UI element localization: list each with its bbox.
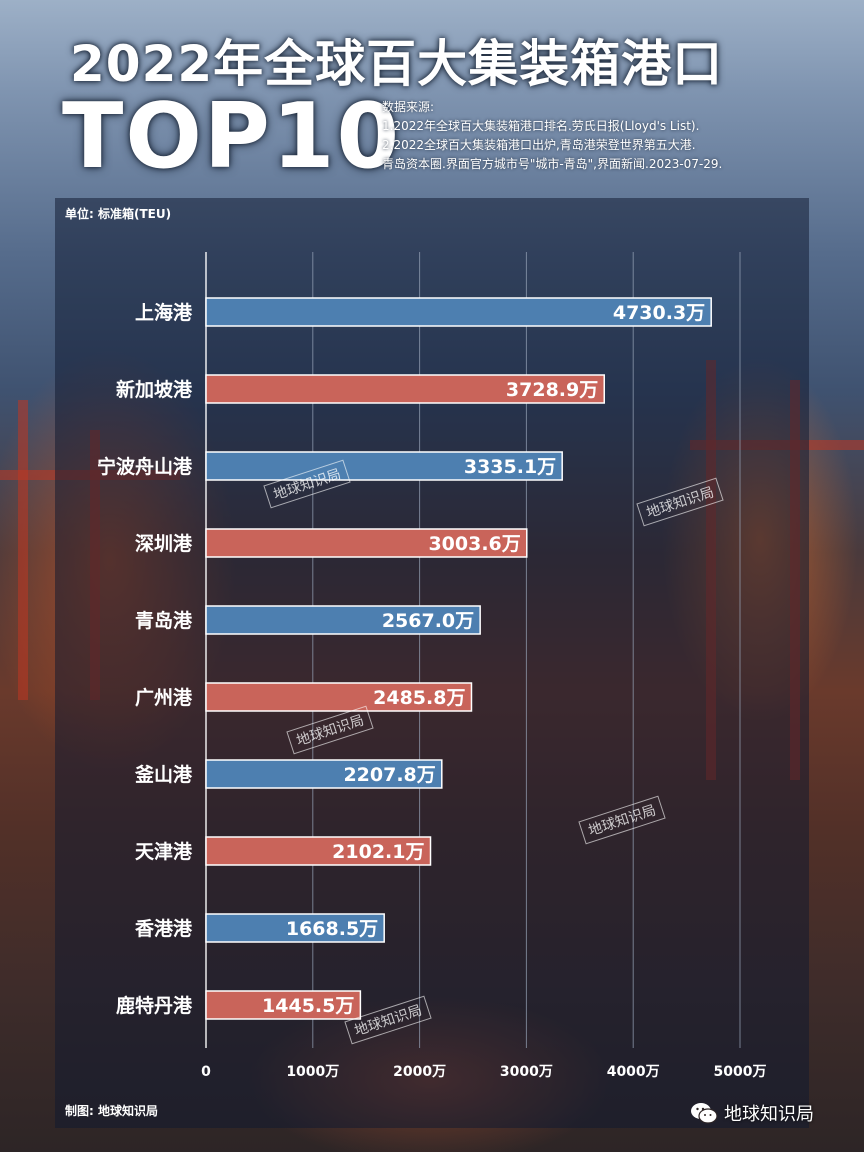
bar bbox=[205, 451, 563, 481]
background-crane bbox=[18, 400, 28, 700]
category-label: 天津港 bbox=[135, 840, 193, 863]
category-label: 深圳港 bbox=[135, 532, 193, 555]
bar bbox=[205, 913, 385, 943]
page-title: 2022年全球百大集装箱港口 bbox=[70, 35, 724, 93]
brand-badge: 地球知识局 bbox=[690, 1100, 814, 1126]
wechat-icon bbox=[691, 1103, 718, 1124]
category-label: 香港港 bbox=[134, 918, 193, 940]
bar bbox=[205, 297, 712, 327]
bar bbox=[205, 836, 432, 866]
source-line: 青岛资本圈.界面官方城市号"城市-青岛",界面新闻.2023-07-29. bbox=[382, 157, 723, 171]
x-tick-label: 1000万 bbox=[286, 1064, 339, 1080]
category-label: 青岛港 bbox=[135, 609, 193, 632]
category-label: 新加坡港 bbox=[116, 378, 193, 401]
value-label: 4730.3万 bbox=[613, 302, 705, 324]
category-label: 釜山港 bbox=[134, 763, 193, 786]
value-label: 2567.0万 bbox=[382, 610, 474, 632]
bar bbox=[205, 605, 481, 635]
unit-label: 单位: 标准箱(TEU) bbox=[65, 207, 172, 221]
value-label: 2102.1万 bbox=[332, 841, 424, 863]
chart-credit: 制图: 地球知识局 bbox=[65, 1104, 158, 1118]
data-source: 数据来源: 1.2022年全球百大集装箱港口排名.劳氏日报(Lloyd's Li… bbox=[382, 98, 722, 174]
bar bbox=[205, 682, 473, 712]
bar bbox=[205, 374, 605, 404]
value-label: 3335.1万 bbox=[464, 456, 556, 478]
value-label: 1445.5万 bbox=[262, 995, 354, 1017]
bar bbox=[205, 528, 528, 558]
page-subtitle: TOP10 bbox=[62, 84, 402, 189]
chart-panel bbox=[55, 198, 809, 1128]
category-label: 宁波舟山港 bbox=[97, 455, 193, 478]
bar bbox=[205, 990, 362, 1020]
x-tick-label: 5000万 bbox=[714, 1064, 767, 1080]
x-tick-label: 2000万 bbox=[393, 1064, 446, 1080]
source-line: 数据来源: bbox=[382, 100, 435, 114]
category-label: 广州港 bbox=[135, 686, 193, 709]
category-label: 鹿特丹港 bbox=[116, 994, 193, 1017]
value-label: 3728.9万 bbox=[506, 379, 598, 401]
brand-name: 地球知识局 bbox=[724, 1104, 814, 1125]
value-label: 3003.6万 bbox=[428, 533, 520, 555]
value-label: 2207.8万 bbox=[343, 764, 435, 786]
x-tick-label: 4000万 bbox=[607, 1064, 660, 1080]
value-label: 2485.8万 bbox=[373, 687, 465, 709]
bar bbox=[205, 759, 443, 789]
x-tick-label: 0 bbox=[201, 1064, 211, 1080]
source-line: 1.2022年全球百大集装箱港口排名.劳氏日报(Lloyd's List). bbox=[382, 119, 700, 133]
x-tick-label: 3000万 bbox=[500, 1064, 553, 1080]
value-label: 1668.5万 bbox=[286, 918, 378, 940]
category-label: 上海港 bbox=[135, 301, 193, 324]
source-line: 2.2022全球百大集装箱港口出炉,青岛港荣登世界第五大港. bbox=[382, 138, 696, 152]
